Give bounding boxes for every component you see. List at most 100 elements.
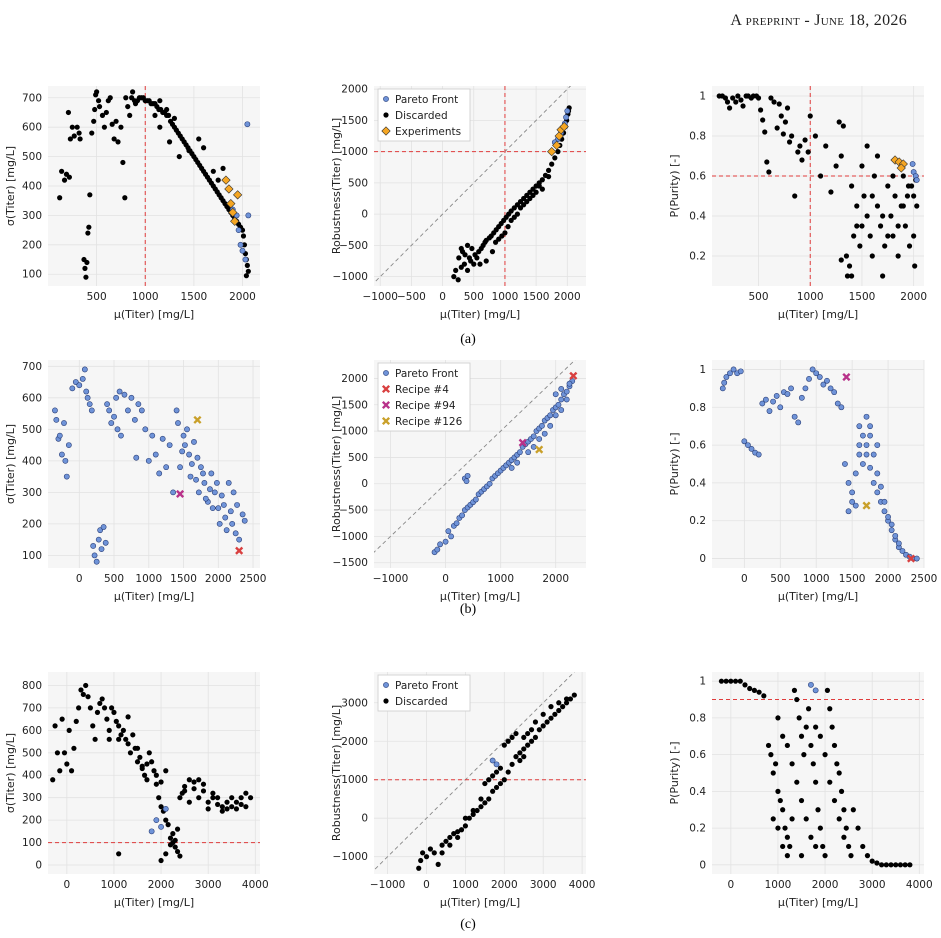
chart-a1: 500 1000 1500 2000 100 200 300 400 500 600 700 μ(Ti… [4,86,260,321]
pareto-point [766,408,773,414]
x-tick-label: 500 [104,573,124,585]
discarded-point [166,139,173,145]
discarded-point [109,705,115,711]
pareto-point [723,374,730,380]
discarded-point [120,159,126,166]
pareto-point [179,448,186,455]
discarded-point [87,705,93,711]
chart-c2: −1000 0 1000 2000 3000 4000 −1000 0 1000 2000 3000… [330,672,595,909]
pareto-point [108,420,115,426]
y-tick-label: 1500 [341,115,368,127]
discarded-point [820,843,826,850]
y-tick-label: 0.2 [689,515,706,527]
discarded-point [65,109,72,116]
legend-label: Discarded [395,110,448,122]
discarded-point [76,130,82,136]
pareto-point [874,489,881,496]
pareto-point [727,370,733,377]
recipe126-point [193,415,202,424]
discarded-point [107,95,113,101]
discarded-point [158,857,164,864]
pareto-point [552,391,559,398]
y-tick-label: 0.4 [689,211,706,223]
discarded-point [97,700,103,707]
discarded-point [888,862,894,868]
discarded-point [893,862,899,868]
pareto-point [65,442,72,448]
discarded-point [874,153,881,159]
discarded-point [857,243,863,249]
discarded-point [563,700,570,706]
discarded-point [834,761,840,767]
discarded-point [505,769,511,775]
discarded-point [167,842,174,848]
y-tick-label: 0.4 [689,786,706,798]
discarded-point [813,724,819,730]
discarded-point [447,834,453,841]
plot-area [712,672,924,874]
pareto-point [856,423,863,430]
discarded-point [768,752,774,758]
discarded-point [71,133,77,139]
pareto-point [812,687,819,694]
discarded-point [528,738,535,744]
discarded-point [69,124,75,130]
discarded-point [822,853,828,859]
discarded-point [123,95,129,101]
discarded-point [765,742,772,749]
discarded-point [822,752,828,758]
discarded-point [224,806,230,812]
discarded-point [497,765,504,771]
discarded-point [127,750,134,756]
y-tick-label: 100 [22,269,42,281]
discarded-point [805,149,811,155]
discarded-point [125,103,131,110]
pareto-point [237,241,244,248]
legend-marker-pareto [383,96,389,102]
pareto-point [820,381,827,388]
discarded-point [521,746,527,752]
discarded-point [224,799,230,805]
discarded-point [843,253,850,259]
pareto-point [867,464,874,471]
discarded-point [798,733,805,739]
x-tick-label: 4000 [906,879,933,891]
x-tick-label: 1000 [765,879,792,891]
discarded-point [860,843,866,850]
pareto-point [558,386,565,392]
x-tick-label: 2000 [812,879,839,891]
pareto-point [842,461,848,467]
discarded-point [560,704,566,710]
pareto-point [63,473,70,480]
discarded-point [210,795,216,801]
y-tick-label: 0 [35,860,42,872]
discarded-point [879,862,885,868]
discarded-point [840,123,846,129]
discarded-point [808,742,814,749]
discarded-point [874,860,880,866]
pareto-point [111,413,117,420]
discarded-point [774,125,780,131]
discarded-point [883,862,889,868]
y-tick-label: 0.8 [689,712,706,724]
discarded-point [238,795,244,801]
discarded-point [61,750,68,756]
legend-label: Pareto Front [395,94,458,106]
x-tick-label: 2000 [205,573,232,585]
discarded-point [84,259,90,266]
pareto-point [737,368,744,375]
discarded-point [134,745,141,751]
discarded-point [864,143,870,149]
discarded-point [869,253,875,259]
discarded-point [801,752,807,758]
discarded-point [99,112,106,119]
legend-marker-pareto [383,370,389,376]
pareto-point [486,480,493,487]
discarded-point [567,696,574,702]
pareto-point [788,385,794,392]
pareto-point [177,464,183,471]
discarded-point [92,106,98,113]
discarded-point [914,203,920,209]
pareto-point [863,413,870,420]
chart-a3: 500 1000 1500 2000 0.2 0.4 0.6 0.8 1 μ(Titer) [mg… [668,86,927,321]
